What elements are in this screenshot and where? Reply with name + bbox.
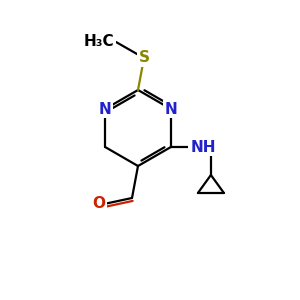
Text: S: S (139, 50, 149, 65)
Text: NH: NH (190, 140, 216, 154)
Text: N: N (164, 101, 177, 116)
Text: O: O (92, 196, 106, 211)
Text: H: H (101, 34, 114, 50)
Text: H₃C: H₃C (83, 34, 114, 50)
Text: N: N (99, 101, 112, 116)
